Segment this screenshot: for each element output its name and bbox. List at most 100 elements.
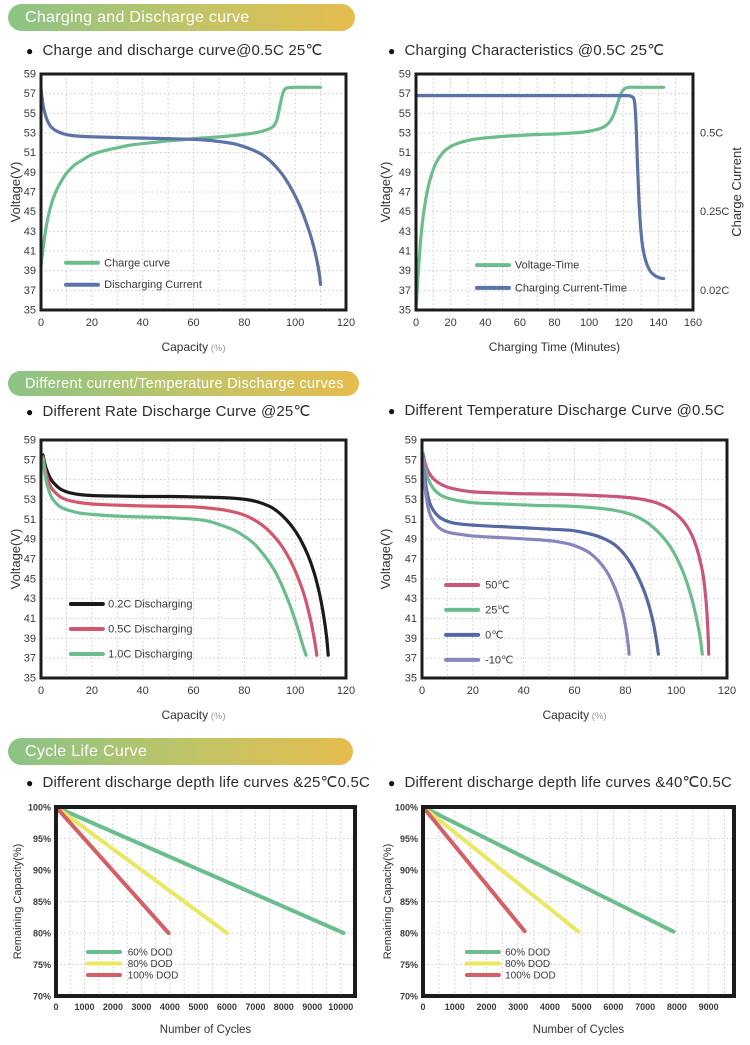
svg-text:100: 100 [667, 685, 685, 697]
svg-text:37: 37 [24, 653, 36, 665]
svg-text:140: 140 [649, 317, 667, 329]
svg-text:57: 57 [24, 454, 36, 466]
svg-text:35: 35 [24, 673, 36, 685]
svg-text:120: 120 [337, 317, 355, 329]
svg-text:0℃: 0℃ [485, 629, 503, 641]
section-banner-label: Cycle Life Curve [25, 742, 148, 760]
svg-text:55: 55 [24, 474, 36, 486]
svg-text:85%: 85% [33, 897, 51, 907]
bullet-icon: ● [26, 405, 34, 419]
chart-cycle-life-40c: 70% 75% 80% 85% 90% 95% 100% 0 1000 2000 3000 4000 5… [382, 803, 736, 1036]
svg-text:57: 57 [399, 88, 411, 100]
svg-text:47: 47 [24, 554, 36, 566]
svg-text:9000: 9000 [699, 1002, 719, 1012]
svg-text:80: 80 [238, 317, 250, 329]
svg-text:75%: 75% [33, 960, 51, 970]
section-banner-label: Different current/Temperature Discharge … [25, 375, 344, 392]
svg-text:6000: 6000 [603, 1002, 623, 1012]
chart-title-text: Different Rate Discharge Curve @25℃ [42, 403, 311, 420]
svg-text:35: 35 [399, 305, 411, 317]
svg-text:10000: 10000 [328, 1002, 353, 1012]
svg-text:47: 47 [399, 187, 411, 199]
svg-text:4000: 4000 [540, 1002, 560, 1012]
svg-text:41: 41 [24, 613, 36, 625]
bullet-icon: ● [26, 44, 34, 58]
svg-text:2000: 2000 [103, 1002, 123, 1012]
svg-text:60: 60 [187, 685, 199, 697]
svg-text:57: 57 [24, 88, 36, 100]
svg-text:Voltage(V): Voltage(V) [8, 529, 23, 590]
svg-text:0: 0 [38, 685, 44, 697]
svg-text:39: 39 [405, 633, 417, 645]
svg-text:59: 59 [405, 435, 417, 447]
svg-text:60% DOD: 60% DOD [128, 947, 173, 958]
svg-text:37: 37 [405, 653, 417, 665]
svg-text:120: 120 [337, 685, 355, 697]
chart-title-text: Different Temperature Discharge Curve @0… [404, 402, 725, 419]
svg-text:59: 59 [399, 69, 411, 81]
svg-text:0: 0 [419, 685, 425, 697]
svg-text:Voltage(V): Voltage(V) [378, 162, 393, 223]
svg-text:60: 60 [568, 685, 580, 697]
chart-title-cycle-life-25c: ● Different discharge depth life curves &… [26, 773, 370, 791]
svg-text:100: 100 [286, 685, 304, 697]
svg-text:100: 100 [580, 317, 598, 329]
svg-text:45: 45 [399, 206, 411, 218]
chart-title-text: Different discharge depth life curves &4… [404, 774, 733, 791]
svg-text:39: 39 [399, 265, 411, 277]
svg-text:-10℃: -10℃ [485, 654, 513, 666]
svg-text:100%: 100% [28, 803, 51, 813]
svg-text:75%: 75% [400, 960, 418, 970]
section-banner-current-temperature: Different current/Temperature Discharge … [8, 371, 359, 396]
svg-text:40: 40 [518, 685, 530, 697]
svg-text:80% DOD: 80% DOD [505, 959, 550, 970]
chart-title-rate-discharge: ● Different Rate Discharge Curve @25℃ [26, 402, 311, 420]
svg-text:2000: 2000 [476, 1002, 496, 1012]
section-banner-charging-discharge: Charging and Discharge curve [8, 4, 355, 31]
section-banner-label: Charging and Discharge curve [25, 8, 250, 26]
chart-title-text: Different discharge depth life curves &2… [42, 774, 371, 791]
svg-text:0.2C Discharging: 0.2C Discharging [108, 598, 192, 610]
svg-text:40: 40 [137, 317, 149, 329]
svg-text:3000: 3000 [131, 1002, 151, 1012]
svg-text:Capacity (%): Capacity (%) [542, 708, 606, 722]
chart-title-cycle-life-40c: ● Different discharge depth life curves &… [388, 773, 732, 791]
svg-text:39: 39 [24, 265, 36, 277]
svg-text:6000: 6000 [217, 1002, 237, 1012]
svg-text:Capacity (%): Capacity (%) [161, 708, 225, 722]
svg-text:41: 41 [24, 246, 36, 258]
svg-text:37: 37 [399, 285, 411, 297]
svg-text:53: 53 [399, 128, 411, 140]
svg-text:1000: 1000 [74, 1002, 94, 1012]
svg-text:Voltage-Time: Voltage-Time [515, 260, 579, 272]
svg-text:95%: 95% [33, 834, 51, 844]
svg-text:40: 40 [479, 317, 491, 329]
svg-text:55: 55 [399, 108, 411, 120]
svg-text:0: 0 [420, 1002, 425, 1012]
svg-text:43: 43 [24, 226, 36, 238]
bullet-icon: ● [388, 404, 396, 418]
svg-text:60: 60 [187, 317, 199, 329]
svg-text:160: 160 [684, 317, 702, 329]
svg-text:120: 120 [615, 317, 633, 329]
svg-text:41: 41 [399, 246, 411, 258]
svg-text:49: 49 [399, 167, 411, 179]
svg-text:Number of Cycles: Number of Cycles [533, 1024, 625, 1036]
svg-text:7000: 7000 [635, 1002, 655, 1012]
svg-text:0.5C Discharging: 0.5C Discharging [108, 623, 192, 635]
svg-text:59: 59 [24, 69, 36, 81]
svg-text:Number of Cycles: Number of Cycles [160, 1024, 252, 1036]
svg-text:Discharging Current: Discharging Current [104, 279, 202, 291]
bullet-icon: ● [388, 776, 396, 790]
svg-text:0: 0 [413, 317, 419, 329]
chart-title-temperature-discharge: ● Different Temperature Discharge Curve @… [388, 402, 725, 419]
svg-text:45: 45 [405, 573, 417, 585]
svg-text:59: 59 [24, 435, 36, 447]
svg-text:35: 35 [24, 305, 36, 317]
svg-text:80%: 80% [400, 929, 418, 939]
svg-text:8000: 8000 [274, 1002, 294, 1012]
chart-charge-discharge-curve: 35 37 39 41 43 45 47 49 51 53 55 57 59 0 20 40 60 80 100 12… [8, 69, 355, 355]
svg-text:Charging Current-Time: Charging Current-Time [515, 282, 627, 294]
svg-text:95%: 95% [400, 834, 418, 844]
